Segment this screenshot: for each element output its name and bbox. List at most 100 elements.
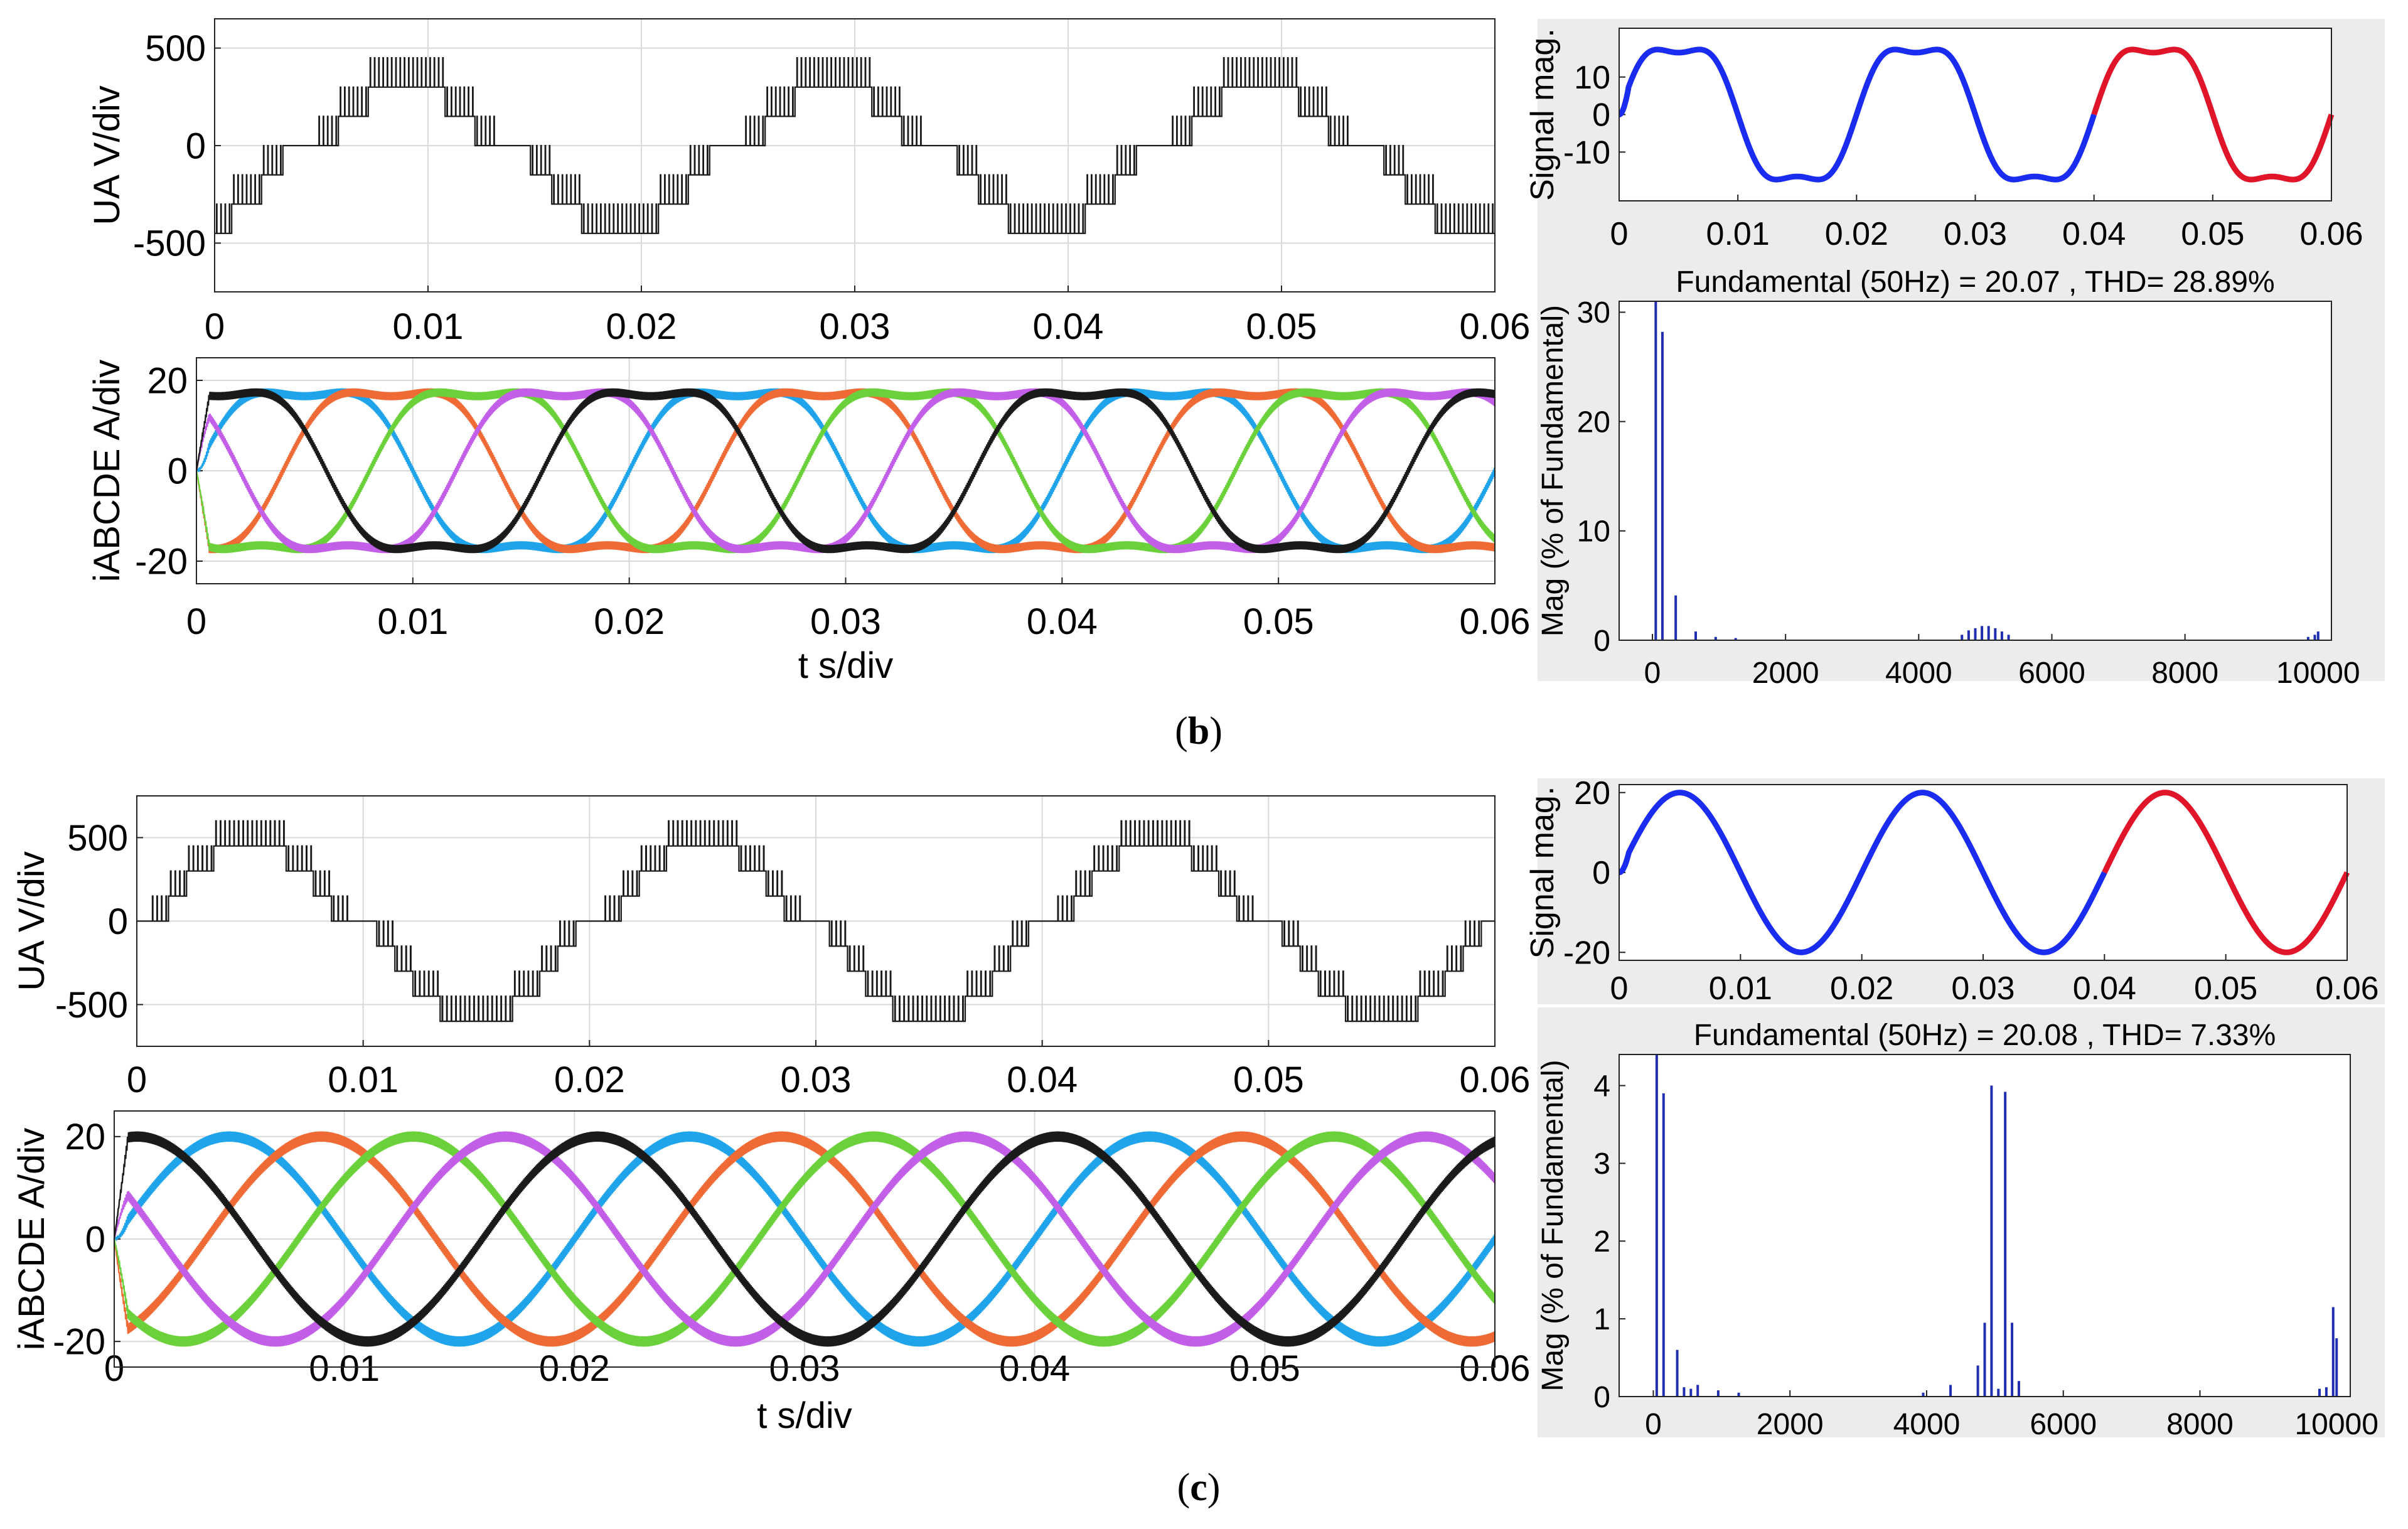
c-voltage-xtick-label: 0.06 (1460, 1060, 1531, 1100)
b-signal-plot-frame (1619, 28, 2332, 201)
b-current-plot-frame (196, 357, 1496, 584)
c-current-xtick-label: 0.04 (999, 1348, 1070, 1389)
c-signal-series-signal (1617, 790, 2107, 955)
b-voltage-ylabel: UA V/div (87, 85, 127, 225)
c-current-xtick-label: 0.01 (309, 1348, 380, 1389)
b-signal-xtick-label: 0.01 (1706, 216, 1770, 252)
b-voltage-xtick-label: 0.05 (1246, 306, 1317, 347)
b-current-series-iD (195, 388, 1496, 554)
b-fft-xtick-label: 6000 (2018, 657, 2085, 690)
caption-b-letter: b (1188, 710, 1209, 753)
chart-c-fft: 0 2000 4000 6000 8000 10000 0 1 2 3 4 Mag (% of Fun… (1536, 1007, 2385, 1441)
c-fft-title: Fundamental (50Hz) = 20.08 , THD= 7.33% (1694, 1019, 2276, 1052)
b-voltage-series-UA (215, 57, 1495, 234)
b-current-xtick-label: 0.02 (594, 601, 665, 642)
c-signal-series-signal-window (2102, 790, 2350, 955)
b-current-ytick-label: 20 (147, 360, 188, 401)
b-voltage-xtick-label: 0.06 (1460, 306, 1531, 347)
caption-b-open: ( (1175, 710, 1188, 753)
c-signal-ytick-label: 20 (1574, 775, 1610, 812)
c-current-series-iA (114, 1131, 1496, 1347)
b-voltage-xtick-label: 0.02 (606, 306, 677, 347)
c-current-ytick-label: -20 (53, 1322, 105, 1363)
c-signal-ylabel: Signal mag. (1524, 786, 1561, 959)
caption-b-close: ) (1209, 710, 1223, 753)
c-fft-xtick-label: 0 (1645, 1408, 1662, 1441)
c-current-ylabel: iABCDE A/div (11, 1128, 52, 1351)
c-voltage-ytick-label: -500 (55, 985, 128, 1026)
b-current-series-iC (195, 388, 1496, 554)
caption-c-open: ( (1177, 1466, 1191, 1509)
c-voltage-xtick-label: 0.03 (781, 1060, 852, 1100)
c-fft-ylabel: Mag (% of Fundamental) (1536, 1060, 1570, 1391)
b-current-xtick-label: 0.05 (1243, 601, 1314, 642)
b-signal-xtick-label: 0.03 (1944, 216, 2007, 252)
b-signal-ytick-label: 0 (1592, 97, 1610, 134)
b-voltage-ytick-label: 0 (186, 126, 206, 166)
b-fft-ytick-label: 20 (1577, 405, 1610, 439)
c-signal-ytick-label: 0 (1592, 855, 1610, 891)
b-current-xtick-label: 0 (186, 601, 206, 642)
c-fft-xtick-label: 4000 (1893, 1408, 1961, 1441)
caption-b: (b) (1175, 710, 1223, 753)
c-current-ytick-label: 20 (65, 1117, 105, 1157)
b-fft-ytick-label: 0 (1593, 625, 1610, 658)
c-fft-ytick-label: 4 (1593, 1070, 1610, 1103)
c-current-xlabel: t s/div (757, 1395, 852, 1436)
b-current-ylabel: iABCDE A/div (87, 360, 127, 582)
b-signal-ytick-label: 10 (1574, 60, 1610, 96)
c-fft-ytick-label: 0 (1593, 1381, 1610, 1414)
c-voltage-plot-frame (136, 795, 1496, 1047)
c-current-xtick-label: 0.02 (539, 1348, 610, 1389)
c-voltage-xtick-label: 0.02 (554, 1060, 625, 1100)
c-fft-ytick-label: 1 (1593, 1303, 1610, 1336)
b-current-series-iE (195, 388, 1496, 554)
b-voltage-plot-frame (214, 18, 1496, 292)
b-current-xtick-label: 0.04 (1027, 601, 1098, 642)
c-voltage-series-UA (137, 820, 1495, 1022)
caption-c: (c) (1177, 1466, 1221, 1509)
b-current-xtick-label: 0.03 (810, 601, 881, 642)
b-current-series-iA (196, 388, 1496, 554)
c-fft-xtick-label: 8000 (2166, 1408, 2234, 1441)
b-current-xtick-label: 0.06 (1460, 601, 1531, 642)
c-signal-xtick-label: 0.03 (1951, 970, 2015, 1007)
b-fft-xtick-label: 8000 (2151, 657, 2218, 690)
b-fft-xtick-label: 4000 (1885, 657, 1952, 690)
c-current-plot-frame (114, 1110, 1496, 1368)
c-signal-xtick-label: 0 (1610, 970, 1629, 1007)
b-current-ytick-label: -20 (135, 541, 188, 582)
b-signal-series-signal-window (2091, 46, 2335, 183)
b-voltage-xtick-label: 0.01 (393, 306, 464, 347)
b-signal-xtick-label: 0.04 (2062, 216, 2126, 252)
c-fft-ytick-label: 2 (1593, 1225, 1610, 1258)
c-current-xtick-label: 0.03 (769, 1348, 840, 1389)
c-fft-xtick-label: 10000 (2294, 1408, 2378, 1441)
c-fft-xtick-label: 6000 (2030, 1408, 2097, 1441)
b-current-xtick-label: 0.01 (377, 601, 448, 642)
c-current-series-iC (113, 1131, 1496, 1347)
c-signal-xtick-label: 0.02 (1830, 970, 1893, 1007)
b-signal-xtick-label: 0.02 (1825, 216, 1888, 252)
b-signal-xtick-label: 0.06 (2299, 216, 2363, 252)
b-signal-series-signal (1617, 46, 2097, 183)
b-current-xlabel: t s/div (798, 645, 894, 686)
b-fft-xtick-label: 0 (1644, 657, 1661, 690)
b-signal-xtick-label: 0.05 (2181, 216, 2244, 252)
caption-c-letter: c (1190, 1466, 1207, 1509)
b-fft-title: Fundamental (50Hz) = 20.07 , THD= 28.89% (1676, 266, 2274, 299)
caption-c-close: ) (1207, 1466, 1221, 1509)
c-voltage-xtick-label: 0.05 (1233, 1060, 1304, 1100)
b-signal-xtick-label: 0 (1610, 216, 1629, 252)
c-voltage-ylabel: UA V/div (11, 851, 52, 990)
b-fft-ytick-label: 30 (1577, 296, 1610, 330)
c-signal-xtick-label: 0.01 (1709, 970, 1772, 1007)
c-fft-plot-frame (1619, 1054, 2351, 1397)
c-current-series-iB (113, 1131, 1496, 1347)
